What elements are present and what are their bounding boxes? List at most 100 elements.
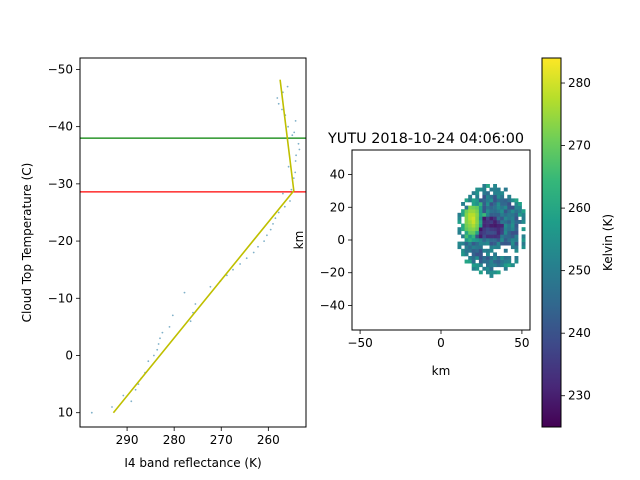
storm-pixel xyxy=(464,227,469,232)
storm-pixel xyxy=(461,227,465,232)
storm-pixel xyxy=(489,205,494,210)
storm-pixel xyxy=(496,191,501,196)
storm-pixel xyxy=(507,209,512,214)
scatter-point xyxy=(287,125,289,128)
storm-pixel xyxy=(475,256,480,260)
storm-pixel xyxy=(471,227,476,232)
storm-pixel xyxy=(496,227,501,232)
storm-pixel xyxy=(503,205,508,210)
storm-pixel xyxy=(468,227,473,232)
scatter-point xyxy=(293,131,296,134)
storm-pixel xyxy=(507,263,512,268)
storm-pixel xyxy=(489,238,494,242)
storm-pixel xyxy=(471,248,476,253)
storm-pixel xyxy=(475,205,480,210)
y-tick-label: −20 xyxy=(320,266,345,280)
storm-pixel xyxy=(507,259,512,264)
storm-pixel xyxy=(500,194,505,199)
storm-pixel xyxy=(493,194,497,199)
storm-pixel xyxy=(503,212,508,217)
storm-pixel xyxy=(489,270,494,275)
colorbar-fill xyxy=(542,58,561,427)
storm-pixel xyxy=(514,256,519,260)
profile-y-axis-label: Cloud Top Temperature (C) xyxy=(20,163,34,323)
storm-pixel xyxy=(496,238,501,242)
storm-pixel xyxy=(475,212,480,217)
y-tick-label: −40 xyxy=(48,120,73,134)
storm-pixel xyxy=(489,216,494,221)
storm-pixel xyxy=(478,212,483,217)
storm-pixel xyxy=(475,209,480,214)
storm-pixel xyxy=(471,256,476,260)
y-tick-label: 0 xyxy=(65,348,73,362)
scatter-point xyxy=(263,240,265,243)
storm-pixel xyxy=(457,227,462,232)
storm-pixel xyxy=(471,223,476,228)
storm-pixel xyxy=(493,230,497,235)
storm-pixel xyxy=(503,248,508,253)
x-tick-label: 50 xyxy=(514,336,529,350)
storm-pixel xyxy=(482,216,487,221)
profile-ticks: 290 280 270 260 −50 −40 −30 −20 −10 0 10 xyxy=(48,62,280,447)
scatter-point xyxy=(277,102,280,105)
storm-pixel xyxy=(478,234,483,239)
storm-pixel xyxy=(478,270,483,275)
storm-pixel xyxy=(475,263,480,268)
storm-pixel xyxy=(514,248,519,253)
storm-pixel xyxy=(514,209,519,214)
x-tick-label: 260 xyxy=(257,433,280,447)
storm-pixel xyxy=(475,248,480,253)
storm-pixel xyxy=(461,241,465,246)
storm-pixel xyxy=(486,212,490,217)
storm-pixel xyxy=(510,209,515,214)
storm-pixel xyxy=(471,263,476,268)
storm-pixel xyxy=(500,205,505,210)
storm-pixel xyxy=(489,187,494,192)
scatter-point xyxy=(122,394,125,397)
profile-plot-area xyxy=(80,79,306,414)
storm-pixel xyxy=(503,256,508,260)
colorbar: 230 240 250 260 270 280 Kelvin (K) xyxy=(541,57,615,428)
storm-pixel xyxy=(482,220,487,224)
storm-pixel xyxy=(507,205,512,210)
scatter-point xyxy=(294,160,297,162)
storm-pixel xyxy=(482,234,487,239)
storm-pixel xyxy=(489,209,494,214)
scatter-point xyxy=(266,234,268,237)
storm-pixel xyxy=(493,227,497,232)
storm-pixel xyxy=(489,259,494,264)
storm-pixel xyxy=(486,256,490,260)
storm-pixel xyxy=(503,263,508,268)
storm-pixel xyxy=(489,248,494,253)
storm-pixel xyxy=(510,205,515,210)
storm-pixel xyxy=(464,259,469,264)
storm-pixel xyxy=(503,216,508,221)
storm-pixel xyxy=(464,238,469,242)
storm-pixel xyxy=(500,216,505,221)
storm-pixel xyxy=(500,220,505,224)
storm-pixel xyxy=(521,241,526,246)
storm-pixel xyxy=(507,198,512,203)
storm-pixel xyxy=(478,238,483,242)
storm-pixel xyxy=(486,266,490,271)
storm-pixel xyxy=(471,245,476,250)
storm-pixel xyxy=(493,259,497,264)
storm-plot: −50 0 50 40 20 0 −20 −40 YUTU 2018-10-24 04:06:… xyxy=(292,131,531,378)
storm-pixel xyxy=(464,209,469,214)
storm-pixel xyxy=(478,220,483,224)
storm-pixel xyxy=(482,205,487,210)
scatter-point xyxy=(257,245,259,248)
storm-pixel xyxy=(457,241,462,246)
scatter-point xyxy=(189,320,192,323)
storm-pixel xyxy=(468,259,473,264)
storm-pixel xyxy=(507,194,512,199)
storm-pixel xyxy=(478,248,483,253)
storm-pixel xyxy=(514,241,519,246)
y-tick-label: 20 xyxy=(330,200,345,214)
storm-pixel xyxy=(486,263,490,268)
storm-pixel xyxy=(471,209,476,214)
storm-pixel xyxy=(500,238,505,242)
storm-pixel xyxy=(496,234,501,239)
storm-pixel xyxy=(493,198,497,203)
storm-pixel xyxy=(478,187,483,192)
